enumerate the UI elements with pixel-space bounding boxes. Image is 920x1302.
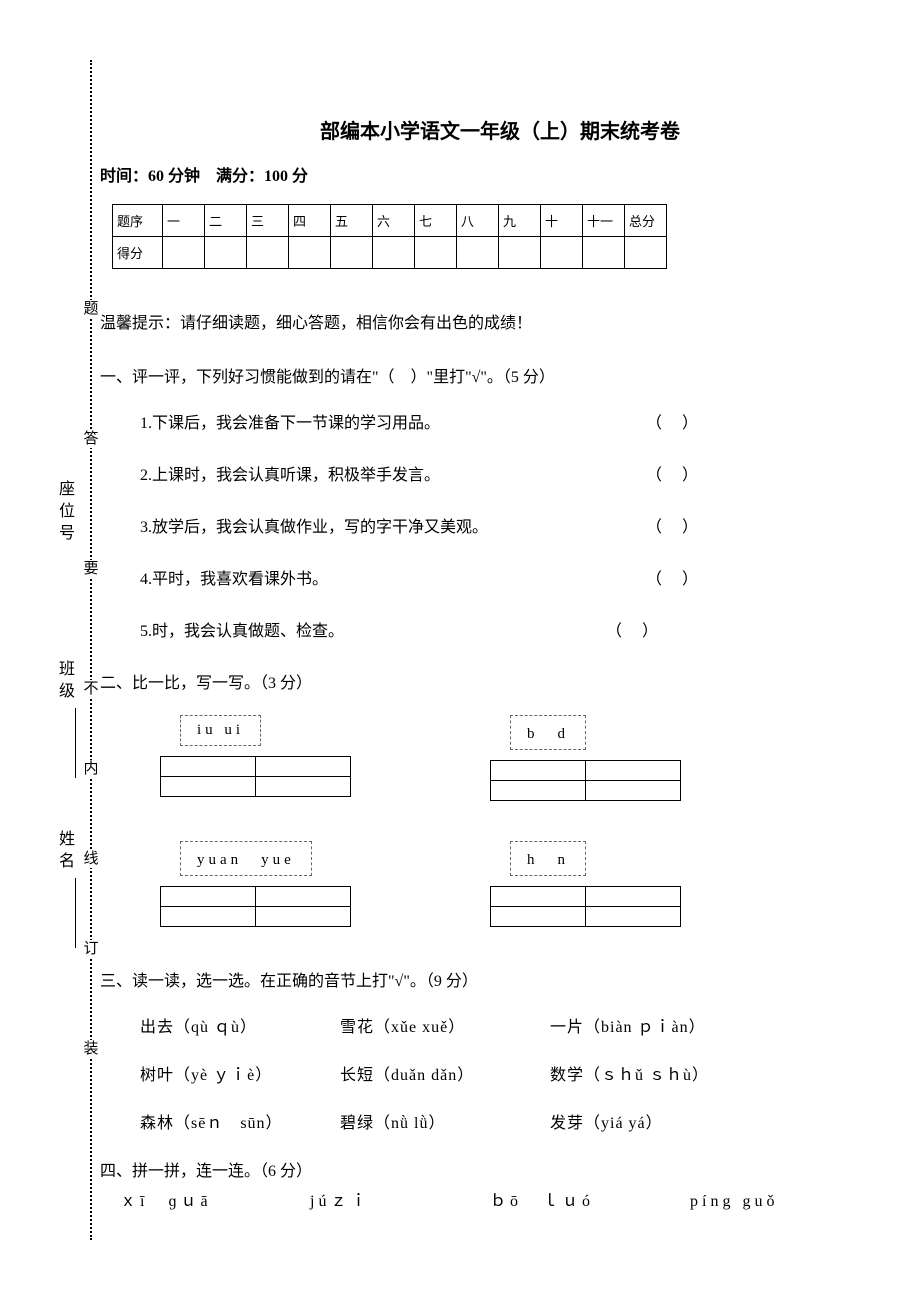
q2-grid-0 — [160, 756, 351, 797]
score-value-row: 得分 — [113, 237, 667, 269]
q2-grid-2 — [160, 886, 351, 927]
binding-char: 不 — [82, 680, 100, 698]
q2-block-2: yuan yue — [160, 841, 360, 927]
q2-block-1: b d — [490, 715, 690, 801]
side-label: 座位号 — [52, 480, 76, 546]
q1-item-text: 1.下课后，我会准备下一节课的学习用品。 — [140, 409, 440, 433]
score-cell — [583, 237, 625, 269]
q3-cell: 树叶（yè ｙｉè） — [140, 1061, 340, 1085]
q2-box-3: h n — [510, 841, 586, 876]
q2-block-3: h n — [490, 841, 690, 927]
q1-item-text: 3.放学后，我会认真做作业，写的字干净又美观。 — [140, 513, 488, 537]
binding-strip: 题答要不内线订装 — [82, 60, 100, 1240]
page-subtitle: 时间：60 分钟 满分：100 分 — [100, 162, 860, 186]
q1-item-text: 5.时，我会认真做题、检查。 — [140, 617, 344, 641]
q2-row1: iu ui b d — [160, 715, 860, 801]
q2-grid-1 — [490, 760, 681, 801]
q3-cell: 一片（biàn ｐｉàn） — [550, 1013, 706, 1037]
q2-block-0: iu ui — [160, 715, 360, 801]
score-cell — [499, 237, 541, 269]
q1-item: 3.放学后，我会认真做作业，写的字干净又美观。 （ ） — [140, 513, 860, 537]
q1-item: 2.上课时，我会认真听课，积极举手发言。 （ ） — [140, 461, 860, 485]
q1-item-paren: （ ） — [646, 513, 700, 537]
score-col: 五 — [331, 205, 373, 237]
score-col: 十 — [541, 205, 583, 237]
q1-item-paren: （ ） — [606, 617, 660, 641]
q3-cell: 森林（sēｎ sūn） — [140, 1109, 340, 1133]
score-col: 三 — [247, 205, 289, 237]
q3-row: 出去（qù ｑù）雪花（xǔe xuě）一片（biàn ｐｉàn） — [140, 1013, 860, 1037]
side-label: 姓名 — [52, 830, 76, 948]
q1-item-text: 2.上课时，我会认真听课，积极举手发言。 — [140, 461, 440, 485]
score-col: 一 — [163, 205, 205, 237]
q4-heading: 四、拼一拼，连一连。（6 分） — [100, 1157, 860, 1181]
score-col: 总分 — [625, 205, 667, 237]
exam-page: 部编本小学语文一年级（上）期末统考卷 时间：60 分钟 满分：100 分 题序一… — [100, 115, 860, 1211]
q2-row2: yuan yue h n — [160, 841, 860, 927]
binding-char: 答 — [82, 430, 100, 448]
q3-cell: 雪花（xǔe xuě） — [340, 1013, 550, 1037]
q1-item-text: 4.平时，我喜欢看课外书。 — [140, 565, 328, 589]
score-col: 四 — [289, 205, 331, 237]
score-cell — [541, 237, 583, 269]
binding-char: 要 — [82, 560, 100, 578]
score-col: 二 — [205, 205, 247, 237]
q3-cell: 长短（duǎn dǎn） — [340, 1061, 550, 1085]
score-col: 七 — [415, 205, 457, 237]
score-col: 八 — [457, 205, 499, 237]
q3-heading: 三、读一读，选一选。在正确的音节上打"√"。（9 分） — [100, 967, 860, 991]
score-cell — [625, 237, 667, 269]
q3-cell: 发芽（yiá yá） — [550, 1109, 663, 1133]
binding-char: 订 — [82, 940, 100, 958]
q1-item: 1.下课后，我会准备下一节课的学习用品。 （ ） — [140, 409, 860, 433]
score-col: 六 — [373, 205, 415, 237]
q3-row: 森林（sēｎ sūn）碧绿（nǜ lǜ）发芽（yiá yá） — [140, 1109, 860, 1133]
score-cell — [163, 237, 205, 269]
score-cell — [373, 237, 415, 269]
q4-pinyin: ｂō ｌｕó — [490, 1187, 690, 1211]
q1-item-paren: （ ） — [646, 565, 700, 589]
score-table: 题序一二三四五六七八九十十一总分 得分 — [112, 204, 667, 269]
q3-cell: 数学（ｓｈǔ ｓｈù） — [550, 1061, 709, 1085]
q2-box-1: b d — [510, 715, 586, 750]
side-label: 班级 — [52, 660, 76, 778]
score-cell — [457, 237, 499, 269]
binding-char: 内 — [82, 760, 100, 778]
score-cell — [415, 237, 457, 269]
score-cell — [205, 237, 247, 269]
binding-char: 装 — [82, 1040, 100, 1058]
binding-char: 线 — [82, 850, 100, 868]
q3-rows: 出去（qù ｑù）雪花（xǔe xuě）一片（biàn ｐｉàn） 树叶（yè ｙ… — [100, 1013, 860, 1133]
binding-char: 题 — [82, 300, 100, 318]
side-labels: 座位号班级姓名 — [20, 0, 70, 1302]
q1-items: 1.下课后，我会准备下一节课的学习用品。（ ）2.上课时，我会认真听课，积极举手… — [100, 409, 860, 641]
score-col: 九 — [499, 205, 541, 237]
q4-pinyin-row: ｘī ɡｕājúｚｉｂō ｌｕópíng guǒ — [120, 1187, 860, 1211]
q2-box-0: iu ui — [180, 715, 261, 746]
score-header-row: 题序一二三四五六七八九十十一总分 — [113, 205, 667, 237]
q3-cell: 碧绿（nǜ lǜ） — [340, 1109, 550, 1133]
q1-item-paren: （ ） — [646, 461, 700, 485]
binding-dotline — [90, 60, 92, 1240]
score-cell — [331, 237, 373, 269]
q2-grid-3 — [490, 886, 681, 927]
score-cell — [247, 237, 289, 269]
q4-pinyin: júｚｉ — [310, 1187, 490, 1211]
q1-item: 4.平时，我喜欢看课外书。 （ ） — [140, 565, 860, 589]
q2-box-2: yuan yue — [180, 841, 312, 876]
q1-item-paren: （ ） — [646, 409, 700, 433]
q3-cell: 出去（qù ｑù） — [140, 1013, 340, 1037]
page-title: 部编本小学语文一年级（上）期末统考卷 — [140, 115, 860, 144]
tip-text: 温馨提示：请仔细读题，细心答题，相信你会有出色的成绩！ — [100, 309, 860, 333]
q1-heading: 一、评一评，下列好习惯能做到的请在"（ ）"里打"√"。（5 分） — [100, 363, 860, 387]
q1-item: 5.时，我会认真做题、检查。 （ ） — [140, 617, 860, 641]
q2-heading: 二、比一比，写一写。（3 分） — [100, 669, 860, 693]
score-col: 十一 — [583, 205, 625, 237]
score-cell — [289, 237, 331, 269]
q4-pinyin: píng guǒ — [690, 1193, 778, 1211]
q3-row: 树叶（yè ｙｉè）长短（duǎn dǎn）数学（ｓｈǔ ｓｈù） — [140, 1061, 860, 1085]
q4-pinyin: ｘī ɡｕā — [120, 1187, 310, 1211]
